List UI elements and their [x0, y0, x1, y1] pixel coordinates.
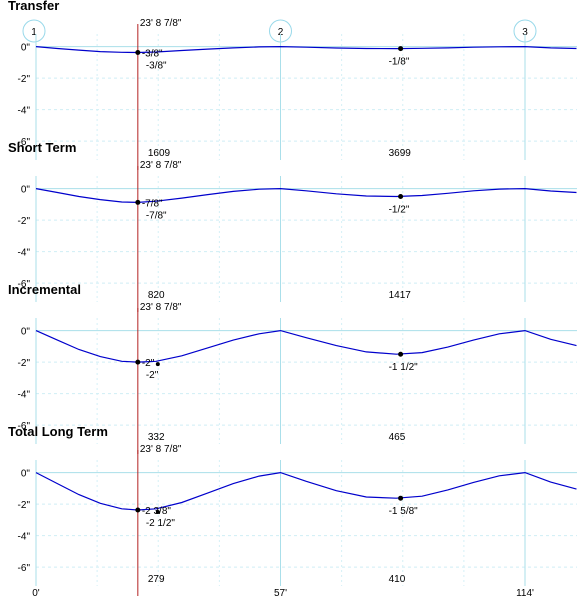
extreme-number-label: 465	[389, 432, 406, 443]
deflection-line	[35, 187, 577, 204]
y-tick-label: -2"	[18, 358, 31, 369]
support-circle	[22, 19, 46, 43]
cursor-number-label: 332	[148, 432, 165, 443]
cursor-point	[135, 507, 141, 513]
y-tick-label: -6"	[18, 563, 31, 574]
extreme-point	[398, 46, 404, 52]
x-tick-label: 57'	[274, 588, 287, 599]
y-tick-label: -6"	[18, 279, 31, 290]
extreme-point	[398, 495, 404, 501]
x-tick-label: 0'	[32, 588, 40, 599]
cursor-value-label-2: -7/8"	[146, 210, 167, 221]
y-tick-label: -4"	[18, 390, 31, 401]
cursor-number-label: 279	[148, 574, 165, 585]
extreme-value-label: -1 5/8"	[389, 506, 419, 517]
y-tick-label: -6"	[18, 421, 31, 432]
cursor-value-label: -3/8"	[142, 49, 163, 60]
support-label: 2	[278, 27, 284, 38]
cursor-number-label: 820	[148, 290, 165, 301]
y-tick-label: -4"	[18, 106, 31, 117]
y-tick-label: 0"	[21, 185, 31, 196]
cursor-point	[135, 359, 141, 365]
cursor-value-label: -2"	[142, 358, 155, 369]
panel-transfer: Transfer 0" -2" -4" -6" 23' 8 7/8" -3/8"-3/8" -…	[8, 0, 577, 170]
panel-title: Incremental	[8, 282, 81, 297]
cursor-value-label: -7/8"	[142, 198, 163, 209]
cursor-number-label: 1609	[148, 148, 171, 159]
panel-title: Short Term	[8, 140, 76, 155]
cursor-point	[135, 199, 141, 205]
deflection-line	[35, 471, 577, 511]
extreme-number-label: 410	[389, 574, 406, 585]
panel-title: Total Long Term	[8, 424, 108, 439]
y-tick-label: 0"	[21, 327, 31, 338]
y-tick-label: 0"	[21, 43, 31, 54]
deflection-line	[35, 45, 577, 54]
cursor-value-label-2: -2 1/2"	[146, 518, 176, 529]
support-marker-1: 1	[22, 19, 46, 43]
extreme-value-label: -1/2"	[389, 204, 410, 215]
deflection-line	[35, 329, 577, 363]
y-tick-label: -2"	[18, 216, 31, 227]
y-tick-label: 0"	[21, 469, 31, 480]
y-tick-label: -2"	[18, 74, 31, 85]
cursor-position-label: 23' 8 7/8"	[140, 444, 182, 455]
y-tick-label: -4"	[18, 248, 31, 259]
cursor-value-label-2: -3/8"	[146, 61, 167, 72]
y-tick-label: -2"	[18, 500, 31, 511]
y-tick-label: -6"	[18, 137, 31, 148]
support-label: 3	[522, 27, 528, 38]
extreme-number-label: 3699	[389, 148, 412, 159]
support-marker-3: 3	[513, 19, 537, 43]
panel-title: Transfer	[8, 0, 59, 13]
cursor-position-label: 23' 8 7/8"	[140, 160, 182, 171]
extreme-point	[398, 351, 404, 357]
cursor-point	[135, 50, 141, 56]
cursor-position-label: 23' 8 7/8"	[140, 302, 182, 313]
extreme-value-label: -1 1/2"	[389, 362, 419, 373]
extreme-value-label: -1/8"	[389, 57, 410, 68]
extreme-point	[398, 193, 404, 199]
y-tick-label: -4"	[18, 532, 31, 543]
panel-short-term: Short Term 0" -2" -4" -6" 23' 8 7/8" -7/8"-7/8…	[8, 140, 577, 312]
x-tick-label: 114'	[516, 588, 534, 599]
cursor-position-label: 23' 8 7/8"	[140, 18, 182, 29]
extreme-number-label: 1417	[389, 290, 412, 301]
cursor-point-2	[155, 510, 160, 515]
cursor-point-2	[155, 362, 160, 367]
support-label: 1	[31, 27, 37, 38]
cursor-value-label-2: -2"	[146, 370, 159, 381]
